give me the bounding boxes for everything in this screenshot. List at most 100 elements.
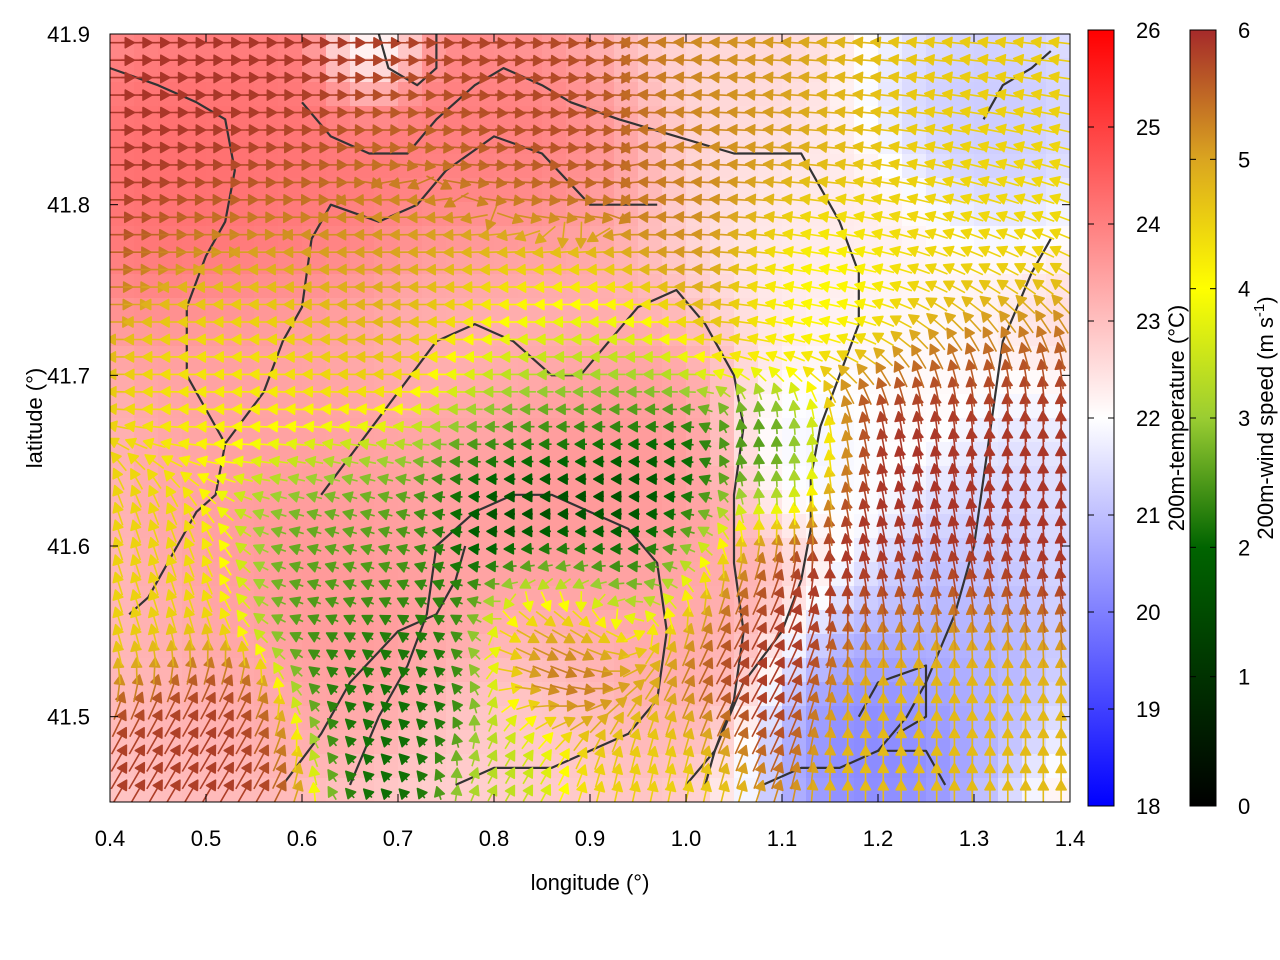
temperature-cell [326,610,351,635]
wind-vector [788,586,802,616]
wind-vector [414,544,428,556]
temperature-cell [590,322,615,347]
wind-vector [112,640,124,666]
temperature-cell [158,298,183,323]
wind-vector [165,589,177,613]
temperature-colorbar-tick-label: 22 [1136,406,1160,431]
wind-vector [467,630,482,642]
wind-vector [842,656,854,685]
wind-vector [681,574,695,593]
wind-speed-title-exponent: -1 [1251,304,1268,317]
wind-vector [449,579,463,591]
wind-vector [256,675,268,702]
wind-vector [148,571,160,596]
wind-vector [468,749,480,767]
wind-vector [551,629,576,644]
wind-vector [398,701,410,713]
wind-vector [468,664,480,678]
wind-vector [289,561,304,573]
wind-vector [343,632,356,643]
wind-vector [308,765,320,786]
wind-vector [396,561,410,573]
wind-vector [416,753,428,765]
wind-vector [342,579,357,591]
wind-vector [235,709,252,737]
wind-vector [416,718,428,730]
wind-vector [432,597,445,608]
wind-vector [752,587,767,616]
wind-vector [396,597,410,608]
wind-vector [576,781,588,802]
temperature-cell [494,514,519,539]
wind-vector [587,629,611,644]
coastline [301,67,860,786]
wind-vector [647,728,659,753]
wind-vector [930,639,943,667]
temperature-cell [974,658,999,683]
wind-vector [715,639,732,668]
wind-vector [163,744,181,772]
temperature-cell [590,130,615,155]
wind-vector [344,718,357,730]
wind-vector [682,763,695,788]
temperature-cell [206,226,231,251]
temperature-cell [470,226,495,251]
temperature-cell [494,418,519,443]
wind-vector [307,579,322,590]
wind-vector [515,665,542,678]
temperature-cell [158,322,183,347]
wind-vector [699,692,713,720]
wind-vector [806,621,820,651]
temperature-cell [662,418,687,443]
temperature-cell [350,106,375,131]
wind-vector [665,745,677,771]
wind-vector [733,639,750,668]
wind-vector [130,554,142,578]
wind-vector [129,709,145,738]
wind-vector [235,559,251,574]
wind-vector [592,729,606,753]
wind-vector [555,560,571,572]
wind-vector [646,624,659,648]
wind-speed-colorbar-title: 200m-wind speed (m s-1) [1251,296,1278,539]
wind-speed-colorbar-tick-label: 1 [1238,665,1250,690]
wind-vector [432,579,445,591]
wind-vector [307,596,322,608]
wind-vector [574,542,588,555]
wind-vector [165,554,177,578]
wind-vector [567,665,595,679]
wind-vector [235,576,251,592]
wind-vector [309,699,321,712]
wind-vector [806,656,820,686]
wind-vector [733,692,750,720]
temperature-cell [974,754,999,779]
temperature-cell [134,706,159,731]
wind-vector [515,647,541,661]
wind-vector [165,606,177,631]
wind-vector [895,621,907,650]
wind-vector [183,606,195,631]
wind-vector [532,683,560,696]
wind-vector [556,542,570,555]
wind-vector [663,607,676,630]
wind-vector [575,747,588,770]
wind-vector [789,744,802,773]
wind-vector [487,679,498,698]
wind-vector [362,718,375,731]
wind-vector [663,658,678,684]
wind-vector [307,614,321,625]
wind-vector [201,623,213,649]
wind-vector [520,560,535,572]
wind-vector [469,697,481,714]
wind-vector [643,660,661,682]
wind-vector [291,745,303,771]
temperature-cell [422,778,447,802]
wind-vector [622,647,647,659]
wind-vector [503,714,517,732]
wind-vector [661,561,678,573]
wind-vector [130,536,142,561]
wind-vector [751,604,767,633]
wind-vector [450,631,463,643]
temperature-cell [182,130,207,155]
wind-vector-layer [110,36,1070,802]
